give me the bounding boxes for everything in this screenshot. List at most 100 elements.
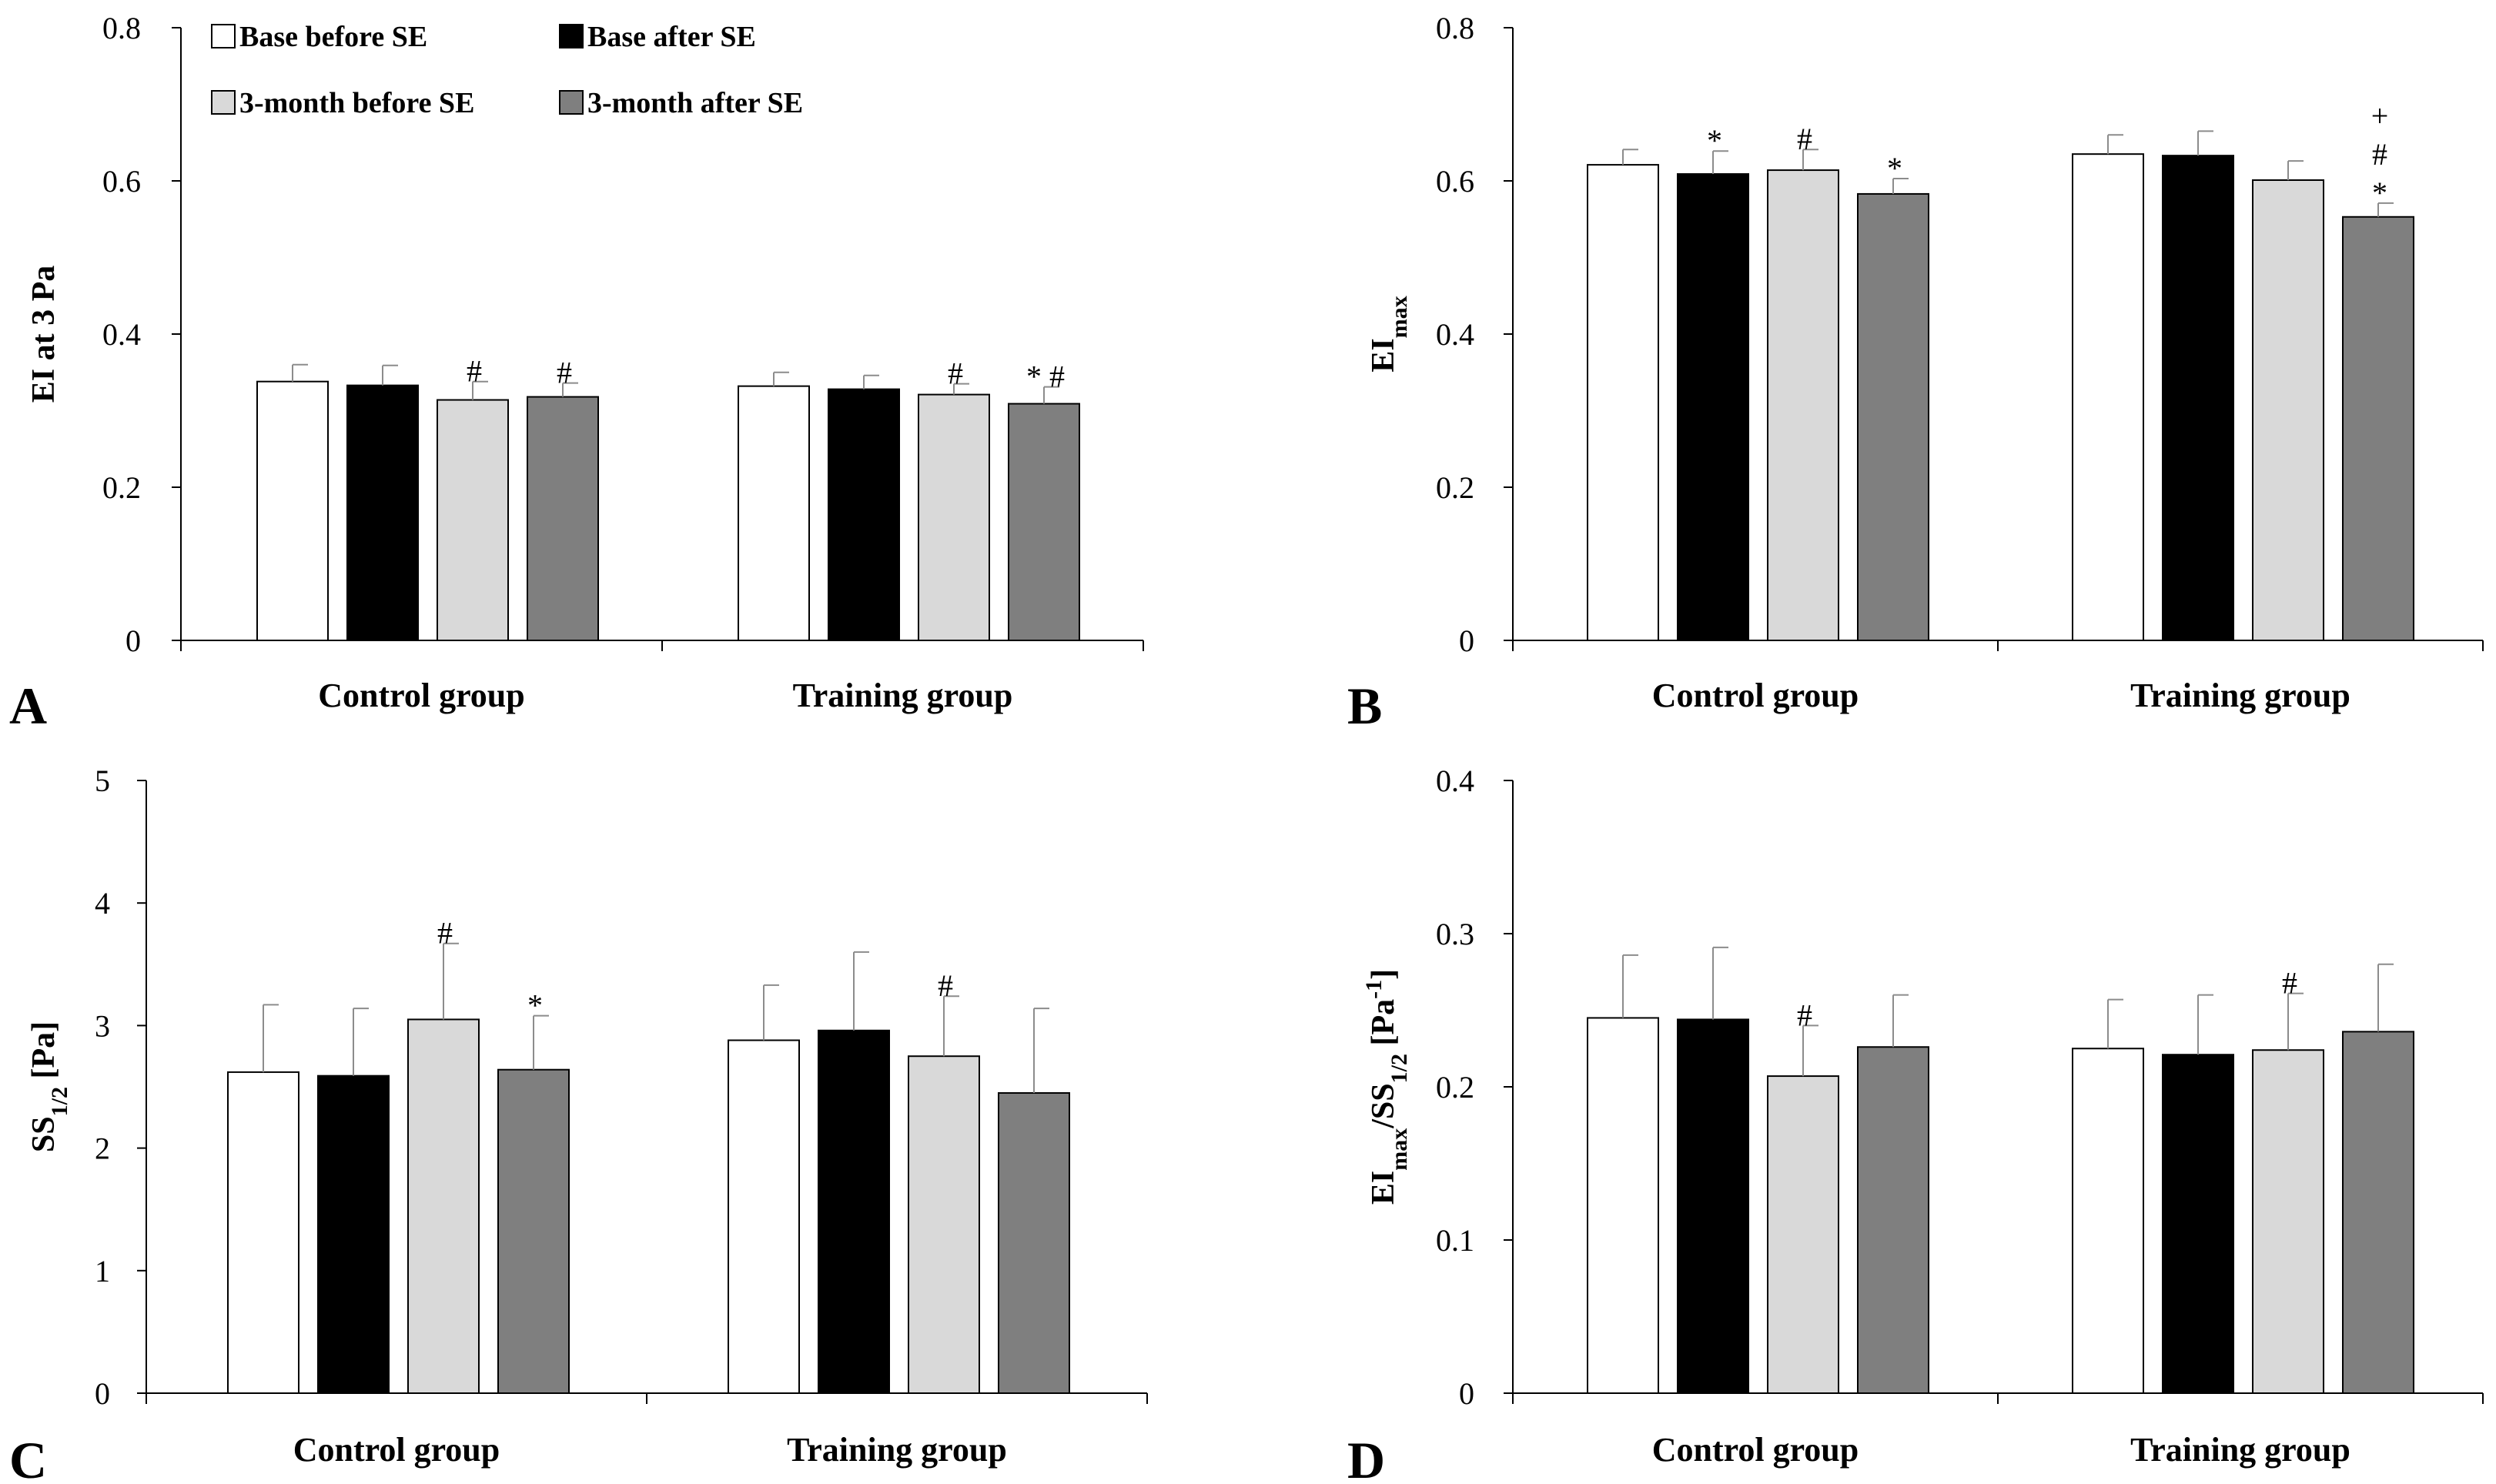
y-tick-label: 0.6 <box>102 164 141 199</box>
y-tick-label: 0.4 <box>1436 317 1474 352</box>
bar <box>407 1018 480 1394</box>
y-axis-label-suffix: [Pa <box>1366 999 1401 1054</box>
x-category-label: Control group <box>1652 1431 1859 1469</box>
y-tick-label: 4 <box>95 886 110 921</box>
bar <box>317 1075 390 1394</box>
legend-item: 3-month before SE <box>211 87 474 119</box>
legend-item: 3-month after SE <box>559 87 803 119</box>
y-tick-label: 5 <box>95 764 110 798</box>
legend-label: Base before SE <box>239 21 427 53</box>
bar <box>1677 173 1749 642</box>
legend-swatch <box>211 24 236 48</box>
x-category-label: Training group <box>2130 1431 2350 1469</box>
y-axis-label-main: EI at 3 Pa <box>26 266 62 403</box>
y-tick-label: 2 <box>95 1131 110 1166</box>
y-axis-label-suffix: [Pa] <box>26 1021 62 1087</box>
bar <box>1857 1046 1929 1394</box>
y-axis-label: EImax <box>1366 296 1412 372</box>
significance-mark: * # <box>1026 359 1065 394</box>
y-axis-label: EI at 3 Pa <box>26 266 62 403</box>
chart-panel-c: 0 1 2 3 4 5 Control group Training group # * # SS1/… <box>9 764 1148 1484</box>
bar <box>2252 1049 2324 1394</box>
legend-label: 3-month after SE <box>587 87 803 119</box>
y-tick-label: 0.2 <box>1436 470 1474 505</box>
y-tick-label: 0.4 <box>1436 764 1474 798</box>
x-category-label: Training group <box>793 677 1013 714</box>
bar <box>527 396 599 642</box>
bar <box>2252 179 2324 641</box>
legend: Base before SE Base after SE 3-month befor… <box>211 21 803 119</box>
chart-panel-d: 0 0.1 0.2 0.3 0.4 Control group Training group… <box>1347 764 2484 1484</box>
y-tick-label: 0.4 <box>102 317 141 352</box>
bar <box>2072 1048 2144 1394</box>
y-axis-label-sub2: 1/2 <box>1387 1054 1412 1083</box>
y-tick-label: 0 <box>95 1376 110 1411</box>
bar <box>998 1091 1070 1394</box>
bar <box>497 1068 570 1395</box>
y-tick-label: 0.3 <box>1436 917 1474 951</box>
significance-mark: # <box>938 968 953 1003</box>
panel-letter: D <box>1347 1431 1385 1484</box>
y-axis-label-sup: -1 <box>1361 980 1387 999</box>
bar <box>2162 155 2234 642</box>
legend-label: 3-month before SE <box>239 87 474 119</box>
y-tick-label: 1 <box>95 1254 110 1288</box>
bar <box>738 385 810 641</box>
y-tick-label: 0.2 <box>102 470 141 505</box>
significance-mark: * <box>1707 123 1722 158</box>
significance-mark: * <box>2372 175 2387 210</box>
bar <box>1857 192 1929 642</box>
bar <box>1767 169 1839 641</box>
x-category-label: Control group <box>293 1431 500 1469</box>
y-tick-label: 0 <box>1459 1376 1474 1411</box>
bar <box>818 1029 890 1394</box>
y-axis-label: SS1/2 [Pa] <box>26 1021 72 1152</box>
legend-swatch <box>211 90 236 115</box>
y-axis-label-mid: /SS <box>1366 1083 1401 1128</box>
y-axis-label-sub: max <box>1387 1128 1412 1171</box>
legend-item: Base before SE <box>211 21 427 53</box>
significance-mark: # <box>2372 137 2387 172</box>
y-tick-label: 0.2 <box>1436 1070 1474 1105</box>
significance-mark: # <box>2282 966 2297 1001</box>
bar <box>1587 1017 1659 1394</box>
bar <box>1008 403 1080 641</box>
y-axis-label-sub: 1/2 <box>47 1087 72 1116</box>
x-category-label: Control group <box>318 677 525 714</box>
bar <box>227 1071 299 1394</box>
y-axis-label-main: EI <box>1366 1171 1401 1205</box>
legend-item: Base after SE <box>559 21 756 53</box>
y-tick-label: 0.6 <box>1436 164 1474 199</box>
significance-mark: + <box>2371 99 2389 133</box>
significance-mark: # <box>557 356 572 390</box>
bar <box>1677 1018 1749 1394</box>
bar <box>918 393 990 641</box>
y-tick-label: 0 <box>1459 623 1474 658</box>
bar <box>1767 1075 1839 1394</box>
y-axis-label-main: SS <box>26 1116 62 1152</box>
bar <box>1587 164 1659 642</box>
bar <box>2162 1054 2234 1394</box>
legend-swatch <box>559 24 584 48</box>
bar <box>256 380 329 641</box>
significance-mark: * <box>1887 151 1902 186</box>
y-tick-label: 3 <box>95 1008 110 1043</box>
bar <box>2342 1031 2414 1394</box>
significance-mark: * <box>527 988 543 1023</box>
legend-swatch <box>559 90 584 115</box>
panel-letter: B <box>1347 677 1382 735</box>
chart-panel-a: 0 0.2 0.4 0.6 0.8 Control group Training group… <box>9 11 1144 735</box>
chart-panel-b: 0 0.2 0.4 0.6 0.8 Control group Training group… <box>1347 11 2484 735</box>
x-category-label: Training group <box>787 1431 1007 1469</box>
y-axis-label-end: ] <box>1366 969 1401 980</box>
y-tick-label: 0.8 <box>102 11 141 45</box>
panel-letter: C <box>9 1431 47 1484</box>
bar <box>908 1055 980 1394</box>
significance-mark: # <box>1797 998 1812 1032</box>
y-tick-label: 0.8 <box>1436 11 1474 45</box>
y-tick-label: 0.1 <box>1436 1223 1474 1258</box>
legend-label: Base after SE <box>587 21 756 53</box>
bar <box>728 1039 800 1395</box>
bar <box>2342 216 2414 641</box>
